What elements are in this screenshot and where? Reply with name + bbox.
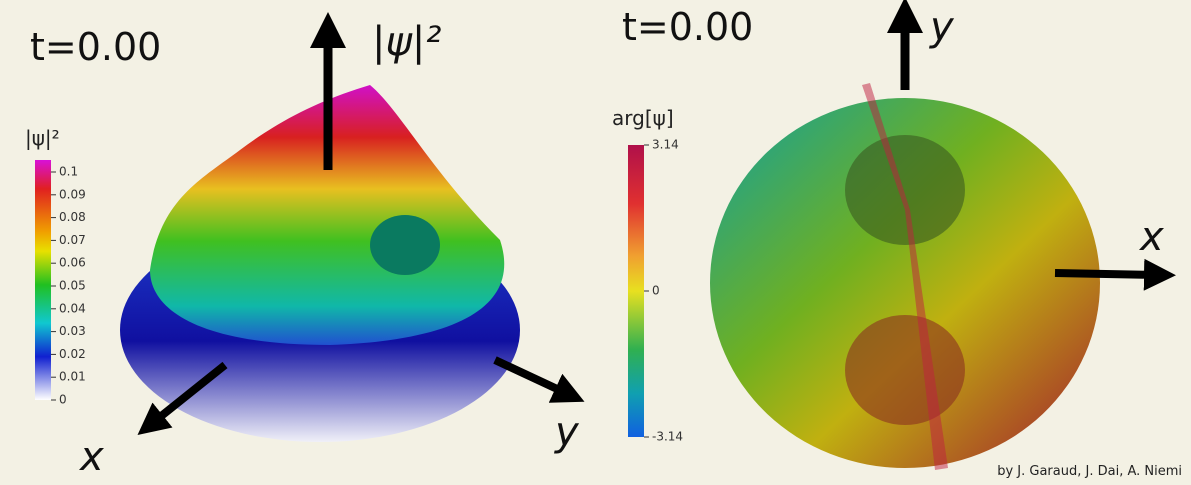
axis-label: |ψ|² — [372, 19, 441, 65]
colorbar-tick-label: 3.14 — [652, 138, 679, 152]
colorbar-title: |ψ|² — [25, 126, 60, 150]
time-label: t=0.00 — [30, 25, 161, 69]
colorbar-tick-label: 0.1 — [59, 165, 78, 179]
visualization: t=0.00 |ψ|² x y |ψ|² t=0.00 y x arg[ψ] b… — [0, 0, 1191, 485]
axis-label: y — [929, 4, 955, 50]
vortex — [845, 135, 965, 245]
axis-arrow — [1055, 273, 1160, 275]
vortex — [845, 315, 965, 425]
colorbar-tick-label: 0.05 — [59, 279, 86, 293]
colorbar-tick-label: 0.03 — [59, 324, 86, 338]
colorbar-tick-label: 0.04 — [59, 301, 86, 315]
axis-label: x — [78, 434, 104, 480]
colorbar-tick-label: 0 — [59, 393, 67, 407]
credit: by J. Garaud, J. Dai, A. Niemi — [997, 464, 1182, 479]
colorbar-tick-label: -3.14 — [652, 430, 683, 444]
colorbar-tick-label: 0.06 — [59, 256, 86, 270]
colorbar-tick-label: 0.02 — [59, 347, 86, 361]
surface-hole — [370, 215, 440, 275]
time-label: t=0.00 — [622, 5, 753, 49]
colorbar-left — [35, 160, 51, 400]
colorbar-tick-label: 0.08 — [59, 210, 86, 224]
colorbar-tick-label: 0.07 — [59, 233, 86, 247]
axis-label: x — [1138, 214, 1164, 260]
colorbar-tick-label: 0.09 — [59, 187, 86, 201]
colorbar-tick-label: 0 — [652, 284, 660, 298]
axis-arrow — [495, 360, 570, 395]
colorbar-tick-label: 0.01 — [59, 370, 86, 384]
colorbar-right — [628, 145, 644, 437]
axis-label: y — [554, 409, 580, 455]
colorbar-title: arg[ψ] — [612, 106, 674, 130]
